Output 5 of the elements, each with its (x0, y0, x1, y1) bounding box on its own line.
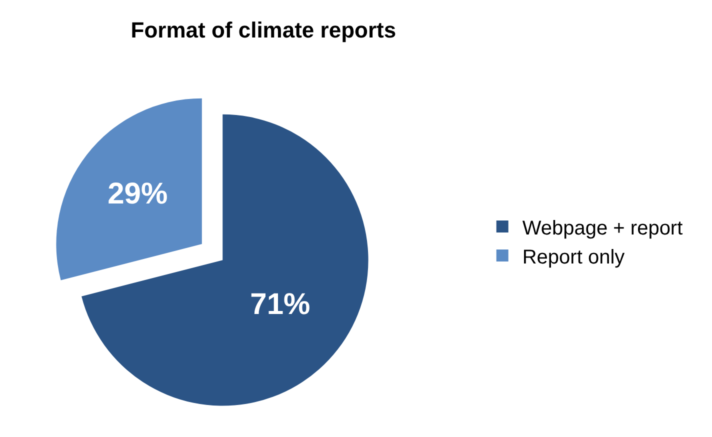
legend-label: Webpage + report (522, 217, 684, 240)
chart-title: Format of climate reports (130, 17, 396, 42)
data-label: 71% (250, 288, 310, 322)
legend-label: Report only (522, 246, 625, 268)
data-label: 29% (108, 178, 168, 211)
